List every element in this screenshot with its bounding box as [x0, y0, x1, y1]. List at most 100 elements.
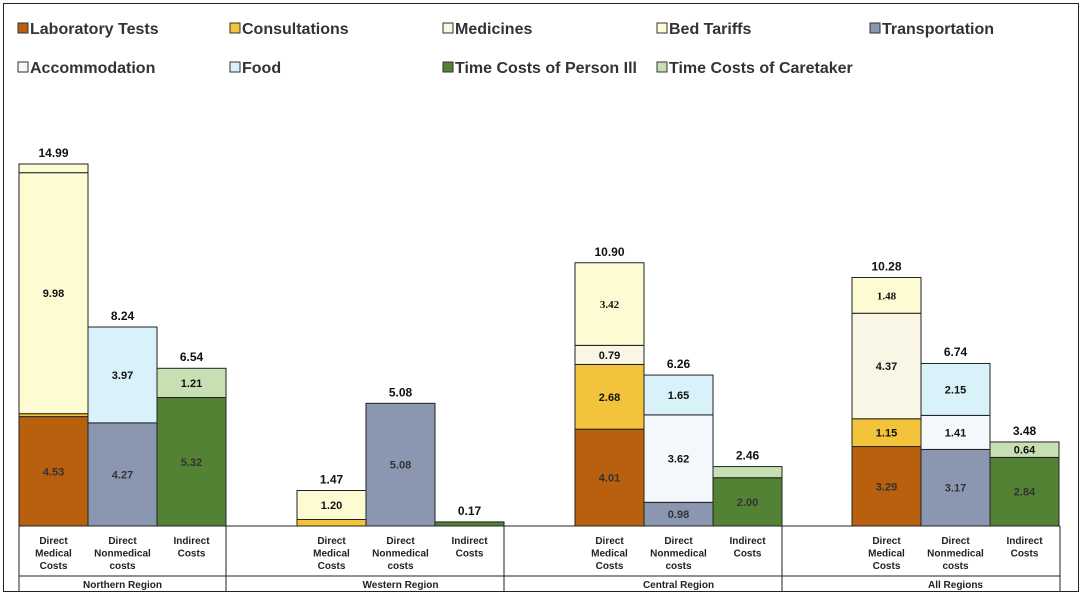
group-all-regions: 3.29 1.15 4.37 1.48 10.28 3.17 1.41 2.15 6.74 2.8…: [851, 260, 1060, 527]
legend-swatch: [442, 61, 454, 73]
category-tick-label: Direct Medical Costs: [868, 536, 905, 572]
bar-total-label: 5.08: [389, 385, 413, 399]
bar-segment-bed: [18, 163, 89, 174]
bar-indirect-costs: 5.32 1.21 6.54: [156, 350, 227, 527]
legend-swatch: [17, 61, 29, 73]
bar-direct-medical-costs: 1.20 1.47: [296, 472, 367, 527]
bar-indirect-costs: 2.84 0.64 3.48: [989, 424, 1060, 527]
legend-item-consultations: Consultations: [229, 21, 349, 38]
segment-value-label: 3.42: [600, 299, 620, 311]
bar-segment-tcc: [712, 466, 783, 479]
group-western-region: 1.20 1.47 5.08 5.08 0.17: [296, 385, 505, 527]
bar-total-label: 6.74: [944, 345, 968, 359]
bar-direct-nonmedical-costs: 4.27 3.97 8.24: [87, 309, 158, 527]
legend-swatch: [656, 61, 668, 73]
segment-value-label: 0.64: [1014, 445, 1036, 457]
bar-segment-transport: [365, 402, 436, 527]
category-tick-line: Nonmedical: [650, 549, 707, 560]
bar-indirect-costs: 0.17: [434, 504, 505, 527]
category-tick-label: Direct Nonmedical costs: [927, 536, 984, 572]
category-tick-label: Direct Medical Costs: [313, 536, 350, 572]
category-tick-line: costs: [665, 561, 692, 572]
region-label: Central Region: [643, 580, 714, 591]
bar-total-label: 0.17: [458, 504, 482, 518]
group-central-region: 4.01 2.68 0.79 3.42 10.90 0.98 3.62 1.65 6.26 2.0…: [574, 245, 783, 527]
category-tick-line: costs: [109, 561, 136, 572]
bar-area: 4.53 9.98 14.99 4.27 3.97 8.24 5.32 1.21 6.54 1.2…: [18, 146, 1060, 527]
legend-item-bed-tariffs: Bed Tariffs: [656, 21, 751, 38]
legend-swatch: [17, 22, 29, 34]
region-label: Western Region: [363, 580, 439, 591]
bar-segment-bed: [851, 276, 922, 314]
bar-direct-nonmedical-costs: 0.98 3.62 1.65 6.26: [643, 357, 714, 527]
bar-segment-transport: [920, 448, 991, 527]
category-tick-line: Nonmedical: [372, 549, 429, 560]
category-tick-label: Indirect Costs: [729, 536, 766, 560]
bar-segment-consult: [851, 418, 922, 448]
category-tick-label: Direct Nonmedical costs: [650, 536, 707, 572]
bar-indirect-costs: 2.00 2.46: [712, 449, 783, 527]
legend-item-food: Food: [229, 60, 281, 77]
category-tick-line: Costs: [456, 549, 484, 560]
segment-value-label: 1.20: [321, 500, 342, 512]
segment-value-label: 1.41: [945, 427, 966, 439]
legend-swatch: [229, 61, 241, 73]
segment-value-label: 5.32: [181, 457, 202, 469]
category-tick-line: Costs: [40, 561, 68, 572]
segment-value-label: 4.53: [43, 466, 64, 478]
bar-segment-lab: [851, 446, 922, 527]
bar-direct-medical-costs: 4.01 2.68 0.79 3.42 10.90: [574, 245, 645, 527]
segment-value-label: 2.68: [599, 392, 620, 404]
bar-segment-tcc: [156, 367, 227, 399]
bar-total-label: 6.26: [667, 357, 691, 371]
category-tick-line: Medical: [591, 549, 628, 560]
bar-total-label: 14.99: [38, 146, 68, 160]
category-tick-line: Costs: [178, 549, 206, 560]
category-tick-line: Direct: [39, 536, 68, 547]
segment-value-label: 4.37: [876, 361, 897, 373]
category-tick-line: Costs: [734, 549, 762, 560]
category-tick-line: Direct: [595, 536, 624, 547]
bar-total-label: 2.46: [736, 449, 760, 463]
category-tick-label: Direct Medical Costs: [591, 536, 628, 572]
bar-direct-medical-costs: 4.53 9.98 14.99: [18, 146, 89, 527]
bar-segment-food: [87, 326, 158, 424]
segment-value-label: 1.15: [876, 428, 897, 440]
bar-segment-food: [920, 362, 991, 416]
category-tick-line: costs: [942, 561, 969, 572]
bar-direct-medical-costs: 3.29 1.15 4.37 1.48 10.28: [851, 260, 922, 527]
bar-segment-tcp: [712, 477, 783, 527]
category-tick-line: costs: [387, 561, 414, 572]
segment-value-label: 1.65: [668, 390, 689, 402]
segment-value-label: 3.97: [112, 370, 133, 382]
bar-segment-tcc: [989, 441, 1060, 458]
category-tick-label: Direct Nonmedical costs: [372, 536, 429, 572]
legend-label: Medicines: [455, 21, 532, 38]
legend-label: Time Costs of Caretaker: [669, 60, 853, 77]
bar-total-label: 3.48: [1013, 424, 1037, 438]
bar-direct-nonmedical-costs: 3.17 1.41 2.15 6.74: [920, 345, 991, 527]
category-tick-line: Direct: [664, 536, 693, 547]
category-tick-line: Direct: [386, 536, 415, 547]
segment-value-label: 2.84: [1014, 487, 1036, 499]
legend-swatch: [656, 22, 668, 34]
legend-label: Transportation: [882, 21, 994, 38]
segment-value-label: 1.21: [181, 378, 202, 390]
segment-value-label: 2.00: [737, 497, 758, 509]
legend-label: Laboratory Tests: [30, 21, 159, 38]
bar-total-label: 10.28: [871, 260, 901, 274]
legend: Laboratory Tests Consultations Medicines Be…: [17, 21, 994, 77]
bar-segment-tcp: [989, 456, 1060, 527]
bar-segment-med: [851, 312, 922, 420]
bar-segment-lab: [574, 428, 645, 527]
bar-total-label: 6.54: [180, 350, 204, 364]
bar-total-label: 1.47: [320, 472, 344, 486]
category-tick-label: Direct Medical Costs: [35, 536, 72, 572]
segment-value-label: 9.98: [43, 288, 64, 300]
category-tick-label: Direct Nonmedical costs: [94, 536, 151, 572]
segment-value-label: 5.08: [390, 460, 411, 472]
legend-label: Consultations: [242, 21, 349, 38]
category-tick-line: Costs: [1011, 549, 1039, 560]
